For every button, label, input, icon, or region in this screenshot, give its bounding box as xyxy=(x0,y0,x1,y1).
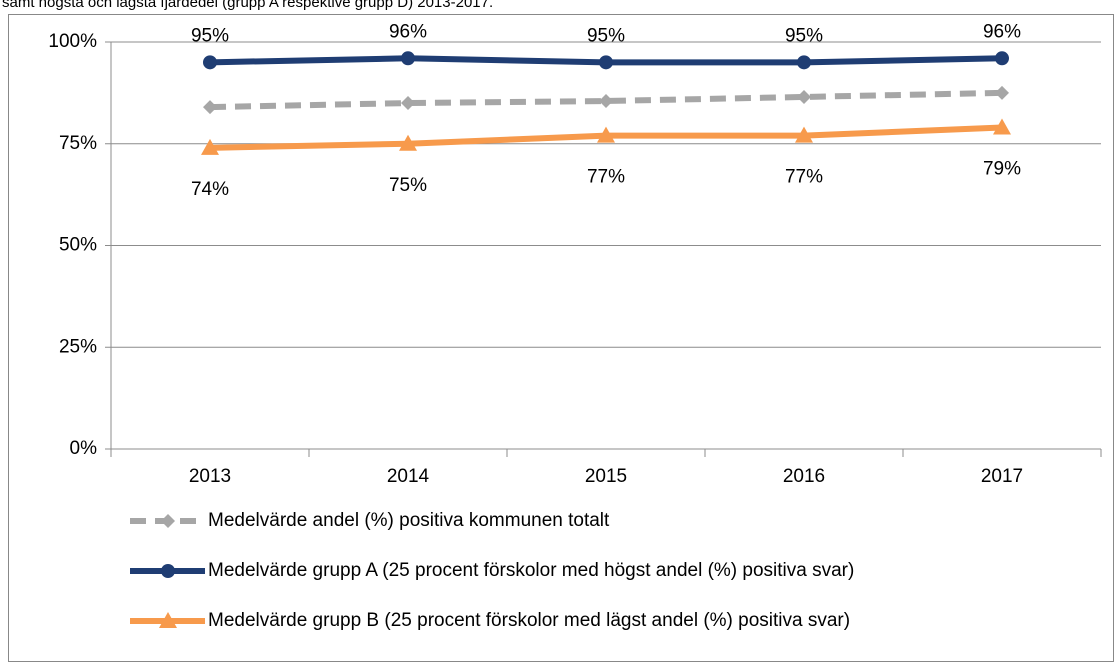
data-label: 96% xyxy=(983,21,1021,42)
data-label: 74% xyxy=(191,179,229,200)
y-tick-label: 50% xyxy=(59,235,97,256)
data-label: 75% xyxy=(389,175,427,196)
marker xyxy=(401,51,415,66)
chart-title: samt högsta och lägsta fjärdedel (grupp … xyxy=(2,0,493,11)
data-label: 95% xyxy=(785,25,823,46)
data-label: 79% xyxy=(983,158,1021,179)
data-label: 95% xyxy=(191,25,229,46)
legend-label: Medelvärde andel (%) positiva kommunen t… xyxy=(208,510,610,531)
y-tick-label: 25% xyxy=(59,336,97,357)
marker xyxy=(597,126,615,143)
marker xyxy=(795,126,813,143)
x-tick-label: 2014 xyxy=(387,466,430,487)
marker xyxy=(797,55,811,70)
marker xyxy=(161,514,175,528)
marker xyxy=(401,96,415,111)
marker xyxy=(995,51,1009,66)
y-tick-label: 0% xyxy=(70,438,98,459)
chart-frame xyxy=(8,14,1114,662)
marker xyxy=(599,94,613,109)
x-tick-label: 2015 xyxy=(585,466,627,487)
x-tick-label: 2013 xyxy=(189,466,231,487)
marker xyxy=(399,134,417,151)
marker xyxy=(203,55,217,70)
y-tick-label: 100% xyxy=(48,31,97,52)
y-tick-label: 75% xyxy=(59,133,97,154)
x-tick-label: 2017 xyxy=(981,466,1023,487)
data-label: 77% xyxy=(785,167,823,188)
series-line xyxy=(209,89,1003,111)
data-label: 95% xyxy=(587,25,625,46)
marker xyxy=(995,85,1009,100)
marker xyxy=(797,89,811,104)
marker xyxy=(161,564,175,578)
legend-label: Medelvärde grupp A (25 procent förskolor… xyxy=(208,560,854,581)
marker xyxy=(599,55,613,70)
marker xyxy=(993,118,1011,135)
data-label: 77% xyxy=(587,167,625,188)
marker xyxy=(203,100,217,115)
legend-label: Medelvärde grupp B (25 procent förskolor… xyxy=(208,610,850,631)
marker xyxy=(201,138,219,155)
x-tick-label: 2016 xyxy=(783,466,825,487)
data-label: 96% xyxy=(389,21,427,42)
marker xyxy=(159,612,177,628)
